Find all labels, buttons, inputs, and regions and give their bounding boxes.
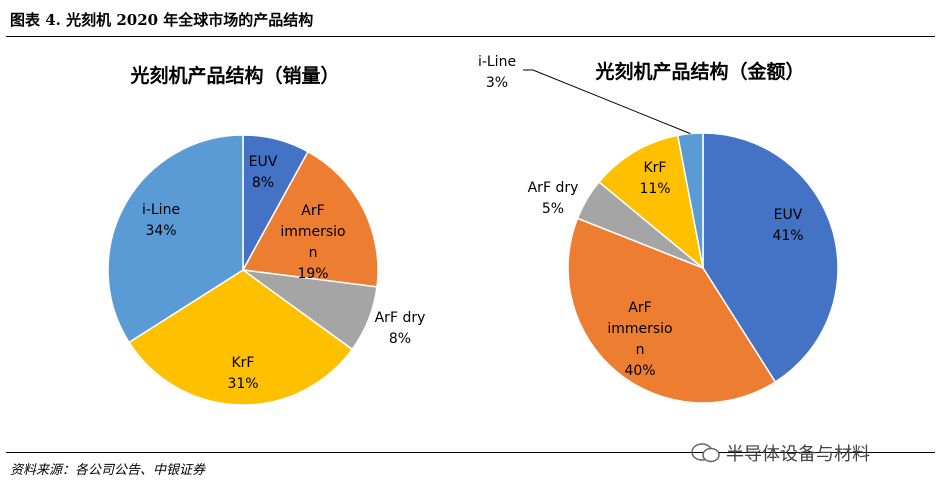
- data-label-i-line: i-Line 3%: [478, 54, 516, 91]
- pie-slice-arf-immersion: [241, 150, 379, 288]
- pie-chart-2: 光刻机产品结构（金额） EUV 41% ArF immersio n 40% ArF dry 5…: [478, 54, 839, 404]
- wechat-icon: [691, 443, 720, 463]
- data-label-krf: KrF 11%: [639, 160, 670, 197]
- data-label-arf-immersion: ArF immersio n 19%: [280, 203, 345, 282]
- leader-line: [523, 69, 691, 135]
- figure-title: 图表 4. 光刻机 2020 年全球市场的产品结构: [10, 11, 314, 29]
- data-label-arf-immersion: ArF immersio n 40%: [607, 300, 672, 379]
- data-label-arf-dry: ArF dry 5%: [528, 180, 579, 217]
- top-rule: [6, 36, 935, 37]
- data-label-krf: KrF 31%: [227, 355, 258, 392]
- pie-slice-arf-immersion: [567, 217, 777, 404]
- pie-slice-euv: [702, 132, 839, 384]
- watermark-text: 半导体设备与材料: [726, 444, 870, 465]
- pie-slice-i-line: [676, 132, 704, 269]
- chart-title: 光刻机产品结构（金额）: [594, 60, 804, 83]
- pie-chart-1: 光刻机产品结构（销量） EUV 8%ArF immersio n 19% ArF dry 8%…: [107, 64, 426, 406]
- watermark: 半导体设备与材料: [690, 440, 870, 466]
- data-label-euv: EUV 8%: [249, 154, 278, 191]
- data-label-i-line: i-Line 34%: [142, 202, 180, 239]
- data-label-euv: EUV 41%: [772, 207, 803, 244]
- pie-slice-krf: [597, 134, 705, 270]
- data-label-arf-dry: ArF dry 8%: [375, 310, 426, 347]
- pie-slice-krf: [127, 269, 354, 406]
- bottom-rule: [6, 452, 935, 453]
- chart-title: 光刻机产品结构（销量）: [129, 64, 339, 87]
- source-note: 资料来源：各公司公告、中银证券: [10, 463, 206, 478]
- pie-slice-i-line: [107, 134, 244, 344]
